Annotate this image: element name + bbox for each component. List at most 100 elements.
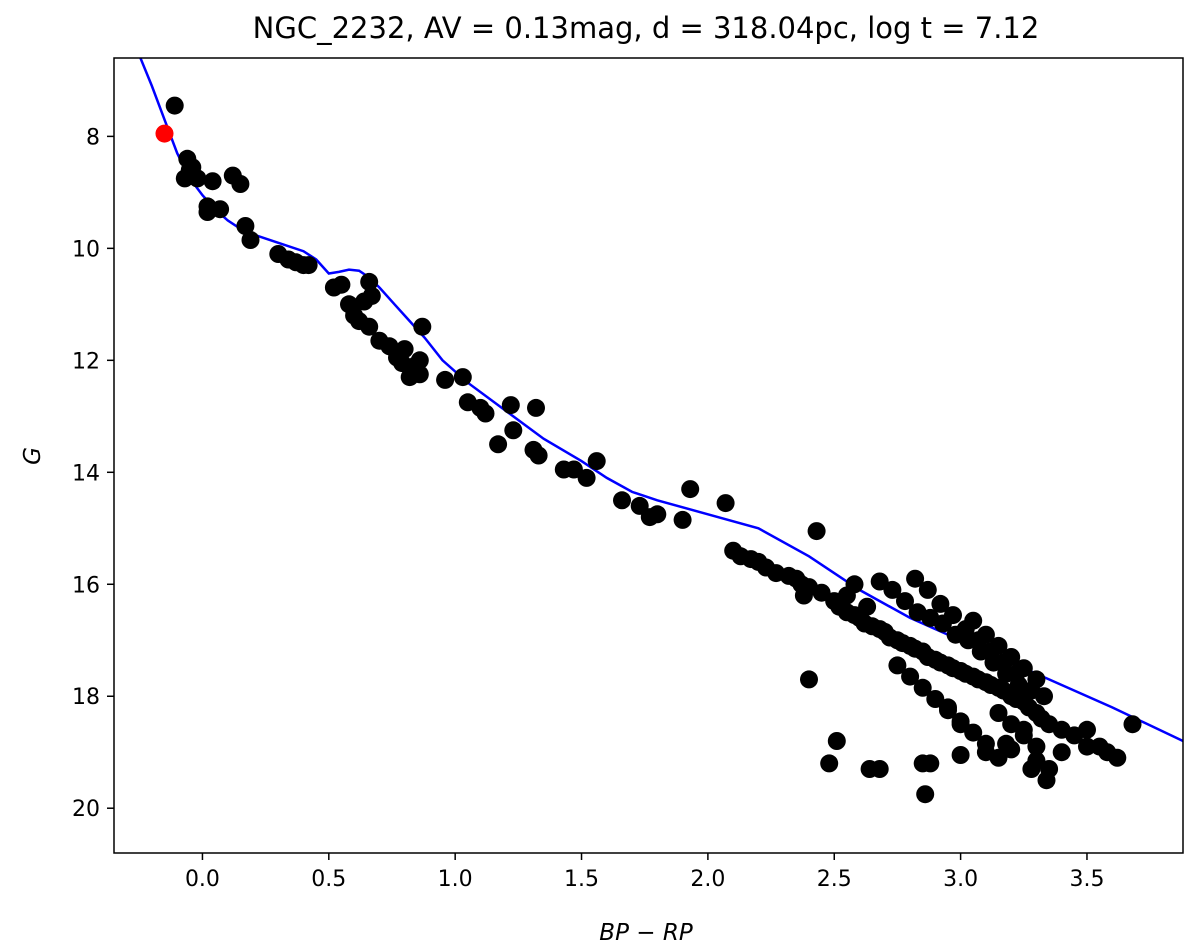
star-point — [969, 631, 988, 650]
star-point — [1014, 720, 1033, 739]
plot-frame — [113, 57, 1184, 854]
star-point — [1078, 737, 1096, 756]
star-point — [997, 734, 1016, 753]
star-point — [1123, 715, 1142, 734]
star-point — [916, 785, 935, 804]
star-point — [994, 653, 1013, 672]
star-point — [827, 732, 846, 750]
x-tick-label: 3.5 — [1069, 867, 1104, 892]
star-point — [165, 96, 184, 115]
star-point — [1052, 743, 1071, 762]
star-point — [504, 421, 523, 440]
star-point — [436, 370, 455, 389]
star-point — [1027, 670, 1046, 689]
y-axis: 8 10 12 14 16 18 20 — [72, 125, 114, 822]
star-point — [939, 698, 957, 717]
star-point — [926, 690, 945, 708]
star-point — [360, 317, 379, 336]
star-point — [845, 575, 864, 594]
star-point — [1035, 687, 1053, 706]
y-tick-label: 12 — [72, 349, 100, 374]
star-point — [410, 351, 429, 370]
x-axis-label: BP − RP — [599, 920, 693, 945]
star-point — [501, 396, 520, 415]
star-point — [794, 586, 813, 605]
star-point — [989, 704, 1008, 722]
star-point — [931, 594, 950, 613]
y-tick-label: 8 — [86, 125, 100, 150]
star-point — [1037, 771, 1056, 790]
y-tick-label: 10 — [72, 237, 100, 262]
star-point — [673, 510, 692, 529]
star-point — [913, 678, 932, 697]
star-point — [198, 203, 217, 221]
star-point — [951, 746, 970, 764]
x-tick-label: 0.0 — [185, 867, 220, 892]
star-point — [989, 748, 1008, 767]
star-point — [299, 256, 318, 275]
star-point — [332, 275, 351, 294]
star-point — [858, 597, 877, 616]
y-axis-label: G — [20, 447, 46, 465]
series-layer — [139, 58, 1183, 804]
highlight-point — [155, 124, 174, 143]
star-point — [241, 231, 260, 249]
star-point — [577, 468, 596, 487]
y-tick-label: 14 — [72, 461, 100, 486]
star-point — [981, 642, 1000, 661]
star-point — [1007, 664, 1026, 683]
chart-title: NGC_2232, AV = 0.13mag, d = 318.04pc, lo… — [253, 11, 1040, 45]
star-point — [362, 286, 381, 305]
star-point — [188, 169, 207, 188]
star-point — [901, 667, 920, 686]
star-point — [476, 404, 495, 423]
star-point — [896, 592, 914, 611]
star-point — [918, 580, 937, 599]
x-tick-label: 1.5 — [564, 867, 599, 892]
star-point — [870, 572, 889, 591]
star-point — [820, 754, 839, 773]
star-point — [921, 754, 940, 773]
star-point — [807, 522, 826, 541]
plot-area — [113, 57, 1184, 854]
star-point — [1108, 748, 1127, 767]
star-point — [203, 172, 222, 191]
x-axis: 0.0 0.5 1.0 1.5 2.0 2.5 3.0 3.5 — [185, 853, 1104, 892]
star-point — [1078, 720, 1096, 739]
star-point — [681, 480, 700, 499]
star-point — [395, 340, 414, 359]
star-point — [613, 491, 631, 510]
star-point — [236, 217, 255, 235]
star-point — [231, 175, 250, 193]
x-tick-label: 2.5 — [817, 867, 852, 892]
star-point — [883, 580, 902, 599]
x-tick-label: 3.0 — [943, 867, 978, 892]
star-point — [716, 494, 735, 513]
x-tick-label: 0.5 — [311, 867, 346, 892]
star-point — [870, 760, 889, 778]
star-point — [413, 317, 432, 336]
star-point — [648, 505, 667, 524]
star-point — [453, 368, 472, 387]
star-point — [1022, 760, 1041, 778]
star-point — [888, 656, 907, 675]
star-point — [360, 272, 379, 291]
x-tick-label: 2.0 — [690, 867, 725, 892]
star-point — [410, 365, 429, 384]
star-point — [529, 446, 548, 465]
star-point — [564, 460, 583, 479]
star-point — [951, 715, 970, 734]
star-point — [587, 452, 606, 471]
star-point — [527, 398, 545, 417]
x-tick-label: 1.0 — [438, 867, 473, 892]
y-tick-label: 16 — [72, 573, 100, 598]
y-tick-label: 18 — [72, 685, 100, 710]
star-point — [944, 606, 962, 625]
star-point — [1027, 737, 1046, 756]
star-point — [906, 569, 925, 588]
star-point — [956, 620, 975, 639]
star-point — [489, 435, 508, 454]
y-tick-label: 20 — [72, 797, 100, 822]
star-point — [800, 670, 818, 689]
